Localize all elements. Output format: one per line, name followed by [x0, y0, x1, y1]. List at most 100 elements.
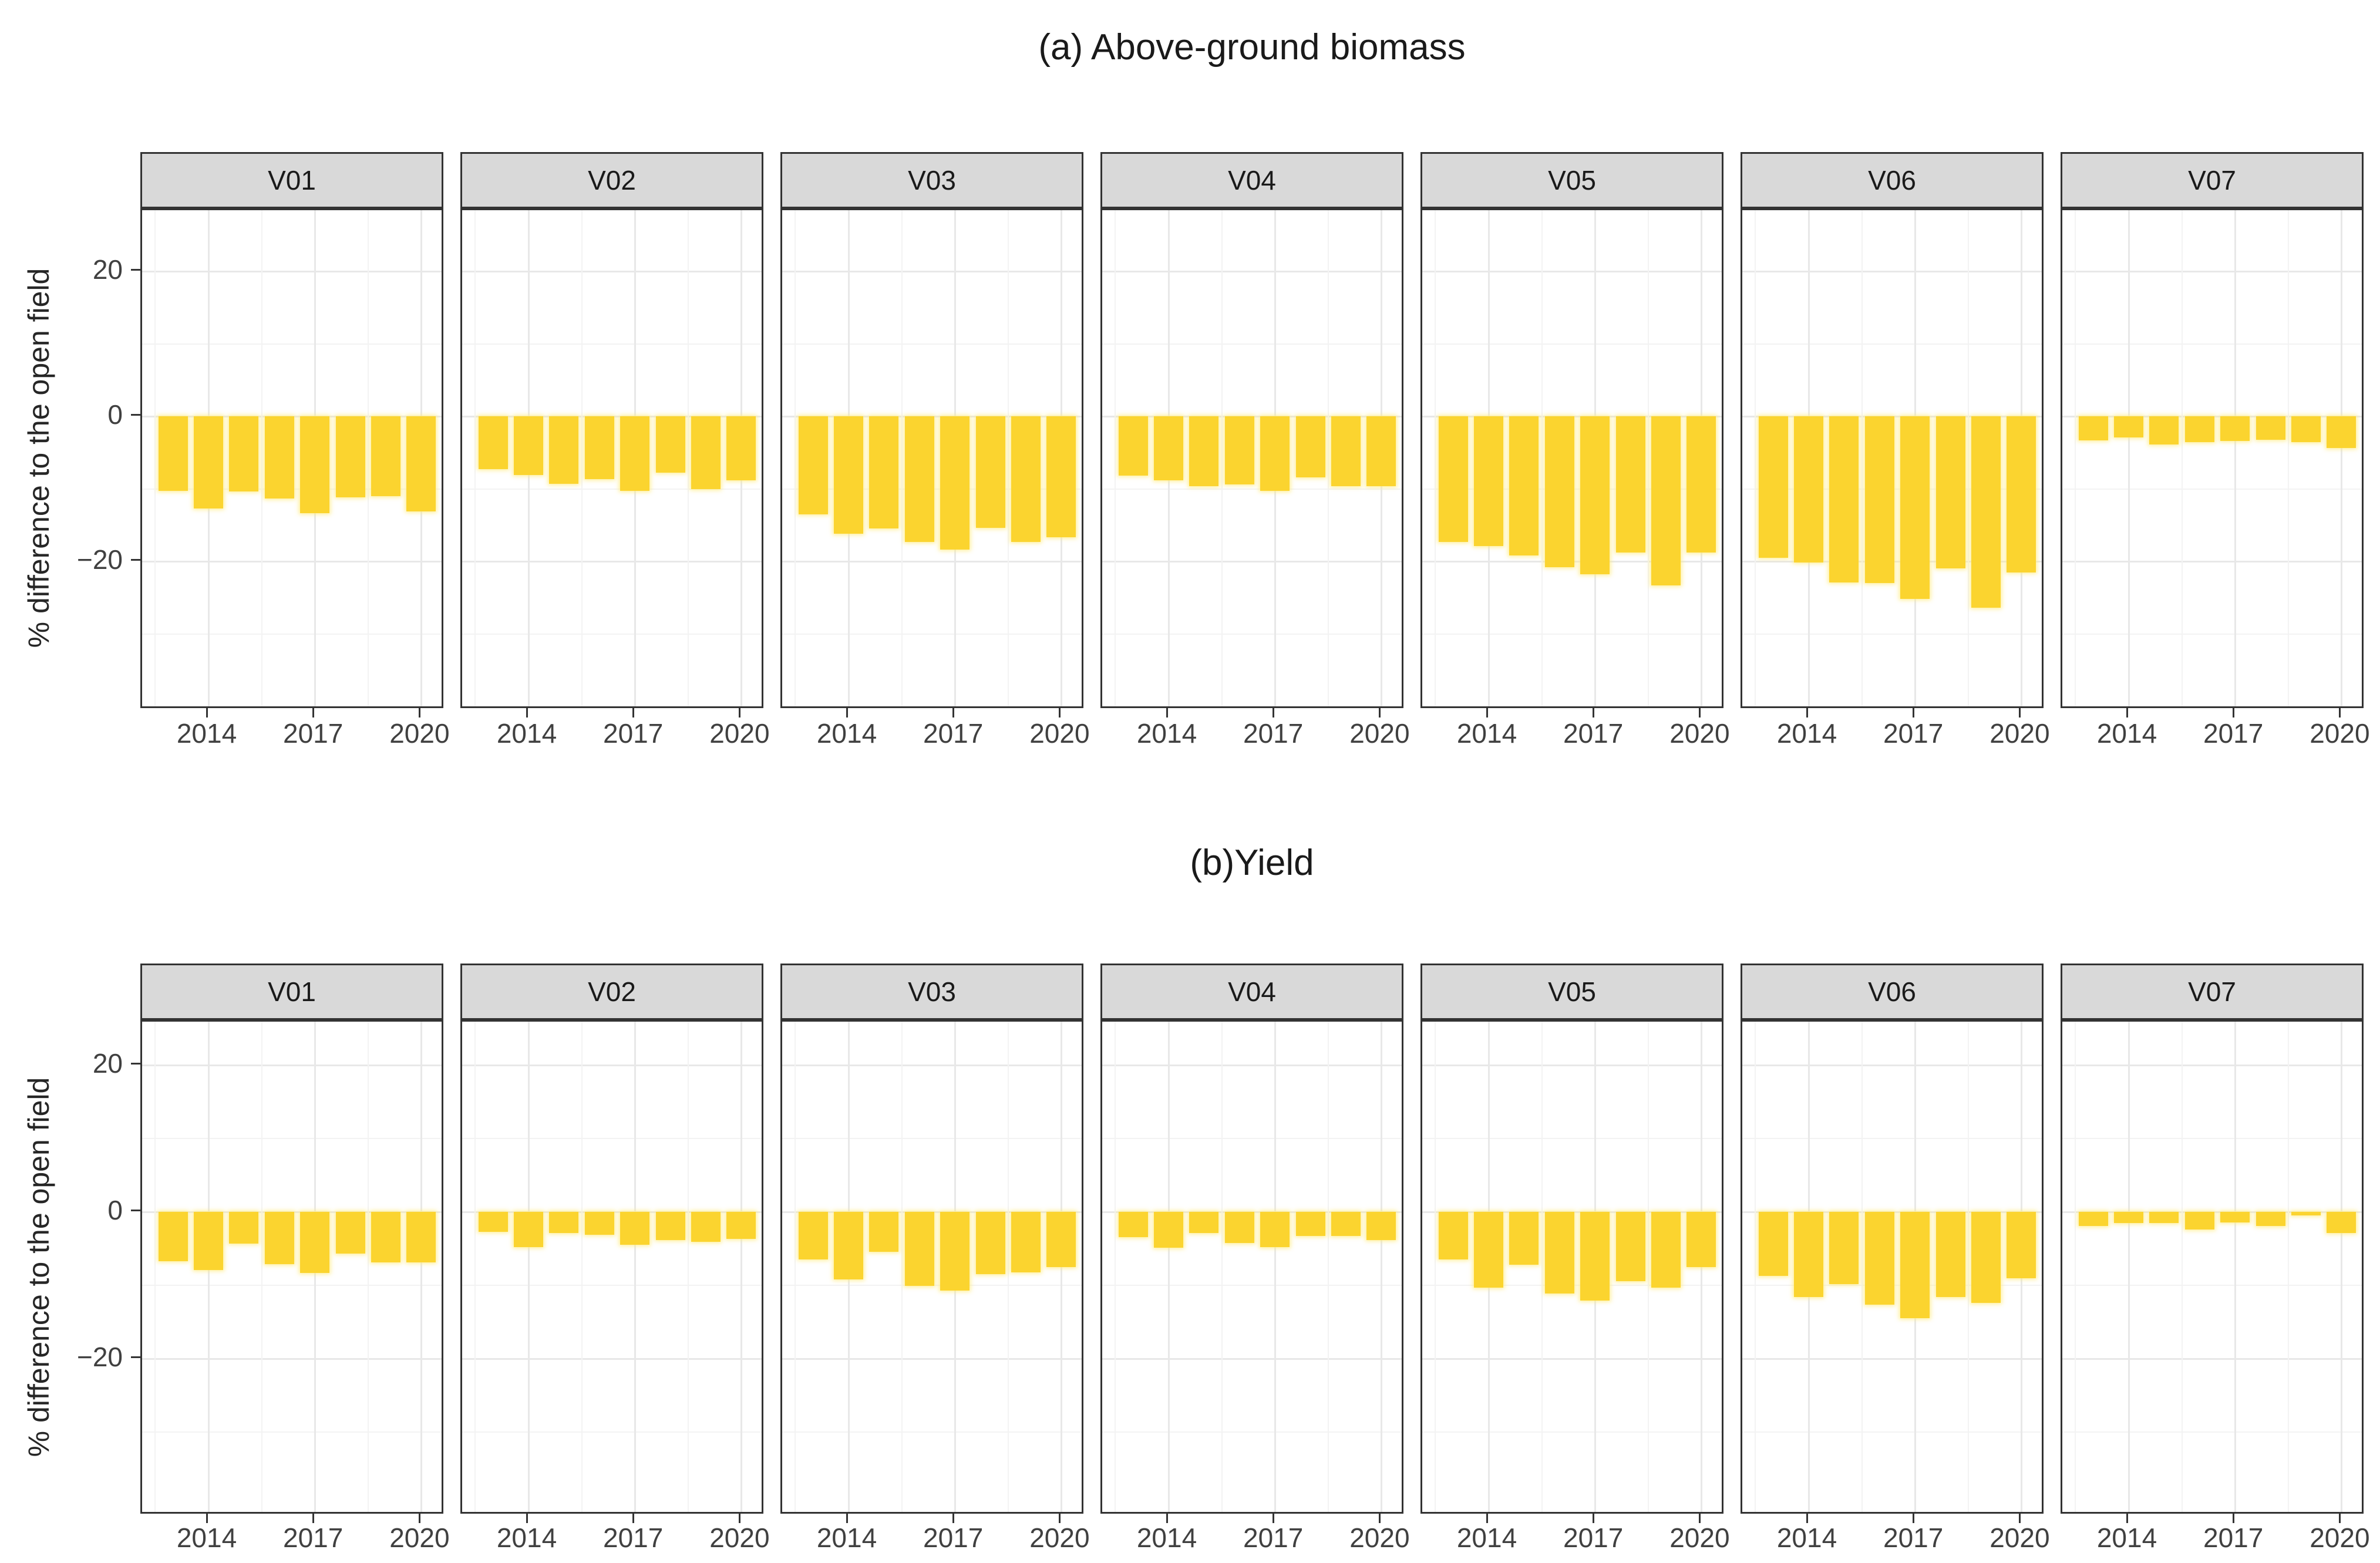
bar: [1900, 416, 1930, 599]
bar: [1046, 1212, 1076, 1267]
bar: [1544, 1212, 1574, 1293]
facet-strip: V01: [140, 964, 443, 1020]
bar: [1474, 1212, 1503, 1288]
x-tick-label: 2017: [603, 1522, 664, 1553]
bar: [229, 1212, 259, 1244]
facet-label: V03: [908, 165, 956, 196]
x-tick-label: 2020: [1669, 1522, 1730, 1553]
bar: [300, 416, 330, 514]
x-tick-label: 2020: [2310, 718, 2370, 749]
bar: [1864, 1212, 1894, 1305]
gridline-v-minor: [1647, 1022, 1649, 1512]
bar: [1295, 1212, 1325, 1237]
x-tick-mark: [526, 1514, 528, 1523]
facet-label: V04: [1228, 165, 1276, 196]
gridline-h-major: [2062, 270, 2362, 272]
x-tick-mark: [2338, 1514, 2341, 1523]
bar: [655, 1212, 685, 1240]
bar: [1864, 416, 1894, 584]
x-tick-mark: [2126, 1514, 2128, 1523]
bar: [2220, 1212, 2250, 1222]
x-tick-mark: [738, 1514, 740, 1523]
x-tick-label: 2014: [2096, 1522, 2157, 1553]
x-tick-mark: [846, 1514, 848, 1523]
x-tick-label: 2017: [1563, 718, 1624, 749]
bar: [1509, 1212, 1539, 1265]
bar: [1260, 1212, 1290, 1247]
x-tick-mark: [418, 1514, 420, 1523]
gridline-h-minor: [2062, 1285, 2362, 1286]
facet-label: V01: [268, 165, 316, 196]
bar: [1580, 1212, 1610, 1301]
x-tick-mark: [1272, 1514, 1274, 1523]
x-tick-mark: [1698, 1514, 1701, 1523]
plot-panel: [2061, 1020, 2364, 1514]
facet-label: V04: [1228, 976, 1276, 1007]
facet-strip: V04: [1100, 152, 1403, 208]
bar: [904, 416, 934, 542]
gridline-h-major: [1102, 270, 1402, 272]
bar: [726, 416, 756, 480]
gridline-h-major: [1422, 1064, 1722, 1066]
x-tick-mark: [1806, 1514, 1808, 1523]
bar: [514, 1212, 543, 1247]
gridline-v-major: [2340, 1022, 2342, 1512]
gridline-v-minor: [1327, 1022, 1329, 1512]
bar: [194, 416, 223, 508]
chart-a-y-axis-title: % difference to the open field: [22, 268, 55, 648]
gridline-h-minor: [782, 633, 1082, 635]
facet-strip: V03: [780, 964, 1083, 1020]
bar: [1224, 416, 1254, 485]
bar: [371, 1212, 400, 1263]
x-tick-mark: [418, 708, 420, 718]
facet-label: V01: [268, 976, 316, 1007]
facet-label: V06: [1868, 976, 1916, 1007]
gridline-h-minor: [2062, 1431, 2362, 1433]
x-tick-label: 2020: [1029, 1522, 1090, 1553]
gridline-v-major: [527, 1022, 530, 1512]
bar: [584, 1212, 614, 1235]
x-tick-mark: [1378, 708, 1381, 718]
x-tick-label: 2014: [1456, 718, 1517, 749]
bar: [1651, 1212, 1681, 1288]
gridline-v-minor: [1967, 1022, 1969, 1512]
bar: [1900, 1212, 1930, 1319]
gridline-h-minor: [1102, 1138, 1402, 1139]
bar: [229, 416, 259, 492]
x-tick-mark: [846, 708, 848, 718]
x-tick-mark: [2018, 1514, 2021, 1523]
x-tick-label: 2020: [389, 718, 450, 749]
facet-strip: V06: [1741, 152, 2044, 208]
facet-strip: V05: [1420, 964, 1723, 1020]
bar: [2327, 416, 2357, 449]
plot-panel: [2061, 208, 2364, 708]
gridline-v-major: [740, 1022, 742, 1512]
gridline-v-major: [2340, 210, 2342, 706]
gridline-h-minor: [462, 1431, 762, 1433]
bar: [371, 416, 400, 496]
bar: [1118, 416, 1148, 476]
gridline-h-minor: [1422, 633, 1722, 635]
y-tick-label: 20: [92, 1048, 123, 1079]
x-tick-mark: [1592, 1514, 1594, 1523]
x-tick-mark: [206, 1514, 208, 1523]
x-tick-label: 2017: [923, 1522, 984, 1553]
bar: [2078, 416, 2108, 440]
gridline-h-minor: [462, 488, 762, 490]
gridline-v-minor: [687, 210, 689, 706]
x-tick-mark: [952, 1514, 954, 1523]
gridline-v-major: [2127, 1022, 2130, 1512]
gridline-h-minor: [1742, 633, 2042, 635]
gridline-h-major: [142, 560, 442, 562]
facet-strip: V01: [140, 152, 443, 208]
x-tick-mark: [1166, 708, 1168, 718]
x-tick-mark: [1058, 1514, 1061, 1523]
gridline-h-major: [142, 1064, 442, 1066]
gridline-v-minor: [795, 210, 796, 706]
x-tick-label: 2017: [923, 718, 984, 749]
x-tick-label: 2020: [709, 1522, 770, 1553]
gridline-v-major: [634, 1022, 636, 1512]
x-tick-label: 2017: [1563, 1522, 1624, 1553]
gridline-v-major: [1380, 1022, 1382, 1512]
gridline-h-minor: [2062, 1138, 2362, 1139]
